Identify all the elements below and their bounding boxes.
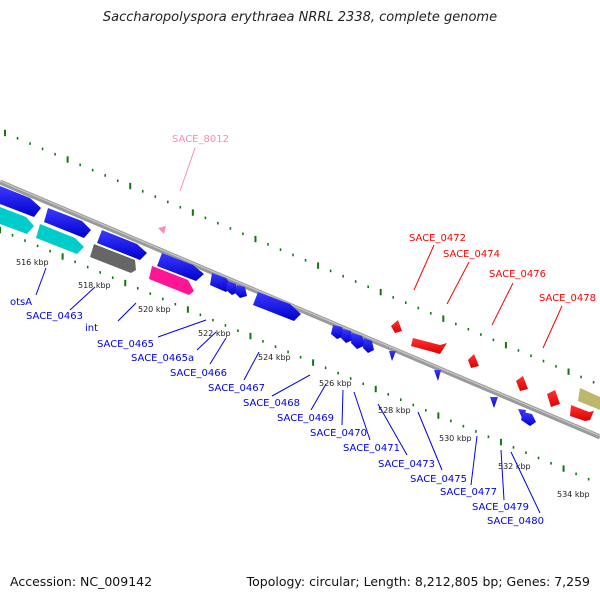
- leader-line: [179, 147, 196, 192]
- leader-line: [35, 267, 47, 296]
- gene-sace-0475[interactable]: [434, 370, 441, 381]
- gene-sace-0478b[interactable]: [547, 390, 560, 407]
- gene-label[interactable]: SACE_8012: [172, 134, 229, 145]
- gene-cyan-1[interactable]: [0, 207, 34, 234]
- gene-label[interactable]: SACE_0463: [26, 311, 83, 322]
- kbp-tick-label: 534 kbp: [557, 490, 590, 499]
- gene-sace-0479[interactable]: [518, 409, 526, 420]
- topology-text: Topology: circular; Length: 8,212,805 bp…: [246, 574, 590, 589]
- leader-line: [353, 391, 371, 441]
- leader-line: [196, 331, 217, 351]
- leader-line: [542, 305, 563, 349]
- gene-label[interactable]: SACE_0473: [378, 459, 435, 470]
- gene-sace-0471[interactable]: [363, 338, 374, 353]
- kbp-tick-label: 532 kbp: [498, 462, 531, 471]
- gene-sace-0474[interactable]: [411, 338, 447, 354]
- leader-line: [117, 302, 137, 322]
- gene-label[interactable]: SACE_0469: [277, 413, 334, 424]
- gene-label[interactable]: SACE_0475: [410, 474, 467, 485]
- map-title: Saccharopolyspora erythraea NRRL 2338, c…: [102, 10, 498, 25]
- leader-line: [417, 411, 443, 471]
- gene-sace-0469[interactable]: [341, 329, 353, 343]
- gene-sace-0468[interactable]: [331, 325, 345, 339]
- leader-line: [491, 282, 514, 326]
- reverse-features: [0, 186, 536, 426]
- genome-backbone-highlight: [0, 180, 600, 437]
- leader-line: [413, 244, 435, 291]
- forward-features: [158, 226, 600, 421]
- gene-label[interactable]: SACE_0468: [243, 398, 300, 409]
- gene-label[interactable]: SACE_0480: [487, 516, 544, 527]
- gene-cyan-2[interactable]: [36, 224, 84, 254]
- kbp-tick-label: 526 kbp: [319, 379, 352, 388]
- kbp-tick-label: 520 kbp: [138, 305, 171, 314]
- genome-backbone: [0, 179, 600, 440]
- gene-gray-pseudo[interactable]: [90, 244, 136, 273]
- gene-label[interactable]: otsA: [10, 297, 32, 308]
- gene-label[interactable]: SACE_0479: [472, 502, 529, 513]
- gene-sace-0478[interactable]: [516, 376, 528, 391]
- gene-tan-feature[interactable]: [578, 388, 600, 410]
- kbp-tick-label: 516 kbp: [16, 258, 49, 267]
- gene-label[interactable]: SACE_0466: [170, 368, 227, 379]
- gene-sace-0466b[interactable]: [235, 285, 247, 298]
- gene-label[interactable]: SACE_0465: [97, 339, 154, 350]
- gene-sace-0463[interactable]: [44, 208, 91, 238]
- gene-sace-0473[interactable]: [389, 351, 396, 361]
- leader-line: [69, 286, 96, 311]
- gene-label[interactable]: SACE_0474: [443, 249, 500, 260]
- leader-line: [500, 449, 505, 501]
- leader-line: [209, 337, 227, 365]
- kbp-tick-label: 518 kbp: [78, 281, 111, 290]
- leader-line: [310, 383, 327, 411]
- gene-labels: SACE_8012 SACE_0472 SACE_0474 SACE_0476 SACE…: [10, 134, 596, 527]
- gene-sace-0480[interactable]: [521, 412, 536, 426]
- gene-magenta[interactable]: [149, 266, 194, 295]
- gene-sace-0478c[interactable]: [570, 405, 594, 421]
- gene-otsa-a[interactable]: [0, 186, 41, 217]
- gene-label[interactable]: SACE_0471: [343, 443, 400, 454]
- gene-label[interactable]: SACE_0467: [208, 383, 265, 394]
- inner-tick-ring: [0, 226, 590, 481]
- leader-line: [377, 403, 408, 456]
- gene-sace-0477[interactable]: [490, 397, 498, 408]
- outer-tick-ring: [4, 129, 595, 384]
- leader-line: [446, 261, 470, 305]
- kbp-tick-label: 528 kbp: [378, 406, 411, 415]
- leader-line: [510, 451, 541, 514]
- accession-text: Accession: NC_009142: [10, 574, 153, 589]
- gene-label[interactable]: SACE_0465a: [131, 353, 194, 364]
- gene-label[interactable]: SACE_0477: [440, 487, 497, 498]
- gene-label[interactable]: SACE_0478: [539, 293, 596, 304]
- gene-sace-0476[interactable]: [468, 354, 479, 368]
- leader-line: [157, 319, 207, 338]
- gene-label[interactable]: SACE_0470: [310, 428, 367, 439]
- leader-line: [470, 435, 478, 486]
- gene-sace-0470[interactable]: [351, 333, 366, 349]
- gene-sace-0465a[interactable]: [210, 273, 232, 292]
- gene-label[interactable]: SACE_0476: [489, 269, 546, 280]
- leader-line: [341, 389, 344, 426]
- leader-line: [243, 351, 260, 381]
- gene-sace-8012[interactable]: [158, 226, 166, 234]
- gene-sace-0465[interactable]: [157, 253, 204, 281]
- gene-label[interactable]: int: [85, 323, 98, 334]
- gene-int[interactable]: [97, 230, 147, 260]
- leader-line: [271, 374, 311, 397]
- gene-sace-0466a[interactable]: [226, 281, 238, 295]
- kbp-tick-label: 530 kbp: [439, 434, 472, 443]
- gene-sace-0467[interactable]: [253, 292, 301, 321]
- label-leaders: [35, 147, 563, 514]
- gene-label[interactable]: SACE_0472: [409, 233, 466, 244]
- gene-sace-0472[interactable]: [391, 320, 402, 333]
- kbp-tick-label: 524 kbp: [258, 353, 291, 362]
